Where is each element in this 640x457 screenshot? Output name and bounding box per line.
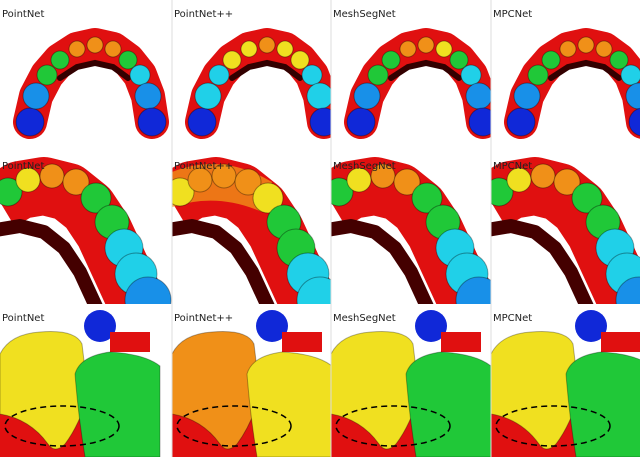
gum-top [601, 332, 640, 352]
tooth-right [566, 352, 640, 457]
tooth [531, 164, 555, 188]
tooth [69, 41, 85, 57]
tooth [621, 65, 640, 85]
panel: PointNet++ [172, 304, 332, 457]
method-label: MeshSegNet [333, 9, 396, 20]
tooth [400, 41, 416, 57]
tooth [560, 41, 576, 57]
method-label: MPCNet [493, 313, 532, 324]
gum-top [441, 332, 481, 352]
tooth [195, 83, 221, 109]
tooth [277, 41, 293, 57]
tooth [507, 108, 535, 136]
panel: MeshSegNet [331, 0, 497, 152]
gum-top [110, 332, 150, 352]
tooth [418, 37, 434, 53]
tooth [51, 51, 69, 69]
tooth [514, 83, 540, 109]
panel: PointNet [0, 304, 172, 457]
method-label: MPCNet [493, 9, 532, 20]
panel: MPCNet [491, 0, 640, 152]
tooth [596, 41, 612, 57]
figure: PointNet PointNet++ MeshSegNet MPCNet PointN… [0, 0, 640, 457]
tooth [354, 83, 380, 109]
tooth-right [406, 352, 491, 457]
method-label: PointNet++ [174, 9, 233, 20]
tooth [382, 51, 400, 69]
tooth [241, 41, 257, 57]
panel: PointNet++ [172, 0, 338, 152]
tooth [466, 83, 492, 109]
tooth [138, 108, 166, 136]
method-label: MeshSegNet [333, 161, 396, 172]
method-label: MPCNet [493, 161, 532, 172]
method-label: PointNet [2, 313, 44, 324]
method-label: PointNet++ [174, 161, 233, 172]
tooth [259, 37, 275, 53]
tooth [302, 65, 322, 85]
tooth [87, 37, 103, 53]
tooth [23, 83, 49, 109]
tooth [436, 41, 452, 57]
tooth [461, 65, 481, 85]
tooth [368, 65, 388, 85]
method-label: PointNet [2, 161, 44, 172]
tooth [542, 51, 560, 69]
tooth [16, 108, 44, 136]
tooth [307, 83, 333, 109]
tooth-right [247, 352, 332, 457]
gum-top [282, 332, 322, 352]
tooth [223, 51, 241, 69]
method-label: PointNet [2, 9, 44, 20]
tooth [105, 41, 121, 57]
method-label: PointNet++ [174, 313, 233, 324]
panel: MeshSegNet [331, 304, 491, 457]
tooth [37, 65, 57, 85]
panel: MPCNet [491, 304, 640, 457]
tooth [209, 65, 229, 85]
tooth [528, 65, 548, 85]
tooth [130, 65, 150, 85]
tooth [347, 108, 375, 136]
tooth [135, 83, 161, 109]
tooth [188, 108, 216, 136]
tooth [578, 37, 594, 53]
tooth-right [75, 352, 160, 457]
method-label: MeshSegNet [333, 313, 396, 324]
panel: PointNet [0, 0, 172, 152]
